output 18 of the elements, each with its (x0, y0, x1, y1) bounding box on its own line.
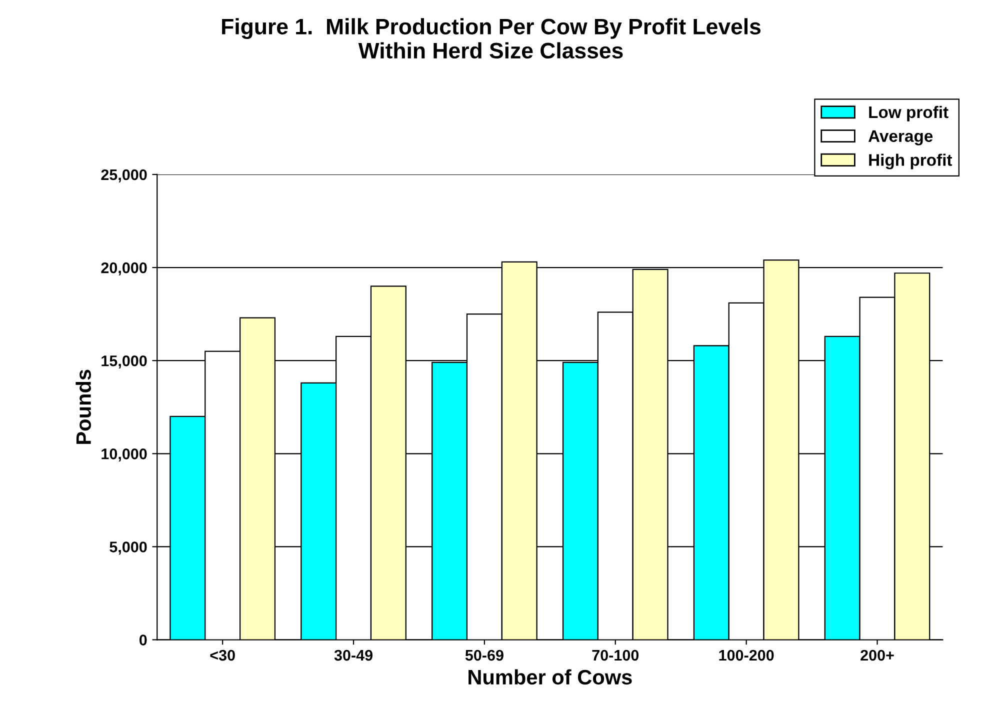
y-tick-label: 0 (140, 634, 147, 646)
y-tick-label: 15,000 (102, 355, 147, 368)
y-tick-label: 10,000 (102, 448, 147, 462)
y-tick-label: 20,000 (101, 262, 147, 276)
x-tick-label: 100-200 (719, 650, 774, 661)
x-tick-label: 50-69 (465, 650, 504, 661)
x-tick-label: 200+ (860, 650, 894, 661)
x-tick-label: 70-100 (592, 650, 639, 661)
x-tick-label: 30-49 (334, 650, 372, 661)
chart-title: Figure 1. Milk Production Per Cow By Profit Levels Within Herd Size Classes (222, 18, 761, 59)
y-axis-title: Pounds (76, 370, 91, 444)
legend-label: Low profit (869, 106, 948, 122)
x-tick-label: <30 (210, 650, 235, 661)
x-axis-title: Number of Cows (468, 669, 632, 685)
y-tick-label: 5,000 (110, 542, 147, 555)
legend-label: Average (868, 130, 933, 146)
legend-label: High profit (869, 154, 952, 170)
y-tick-label: 25,000 (101, 169, 147, 182)
